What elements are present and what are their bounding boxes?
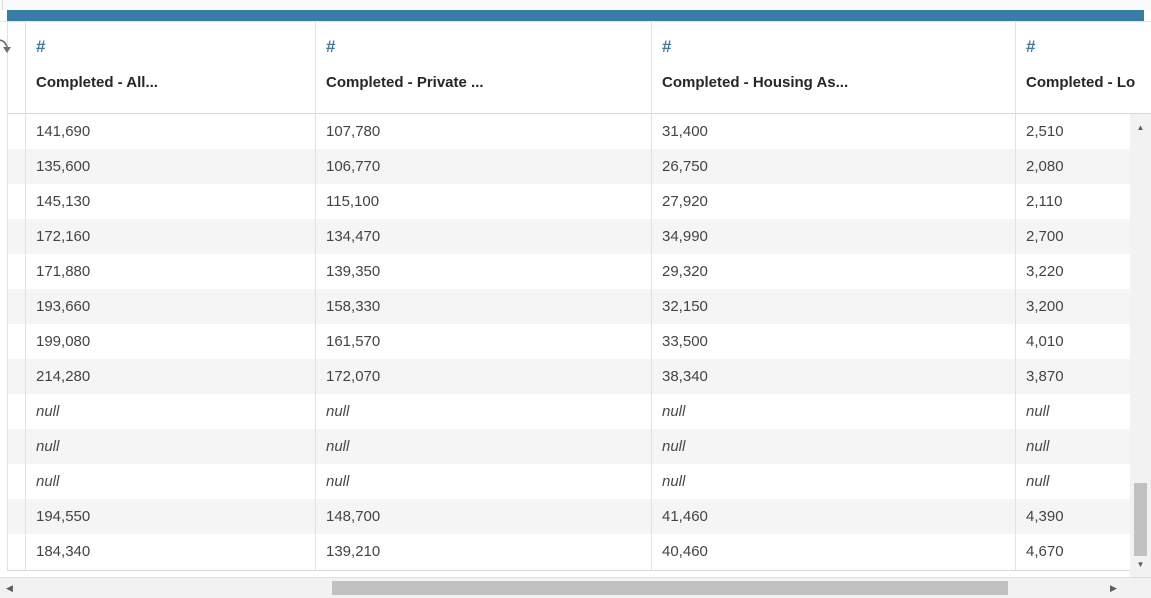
clipped-data-cell: [8, 184, 25, 219]
data-cell: null: [26, 429, 315, 464]
vertical-scrollbar[interactable]: ▲ ▼: [1130, 114, 1151, 577]
data-cell: 27,920: [652, 184, 1015, 219]
data-cell: null: [652, 394, 1015, 429]
data-cell: 40,460: [652, 534, 1015, 569]
column-2: # Completed - Private ... 107,780 106,770 11…: [315, 22, 651, 570]
data-cell: 106,770: [316, 149, 651, 184]
data-cell: 115,100: [316, 184, 651, 219]
column-label: Completed - Housing As...: [662, 74, 849, 91]
data-cell: 158,330: [316, 289, 651, 324]
data-cell: 172,160: [26, 219, 315, 254]
data-cell: null: [1016, 394, 1151, 429]
scroll-right-icon[interactable]: ▶: [1110, 583, 1117, 593]
clipped-column-header: [8, 22, 25, 114]
data-cell: 107,780: [316, 114, 651, 149]
header-top-divider: [0, 21, 1151, 22]
horizontal-scrollbar[interactable]: ◀ ▶: [0, 577, 1151, 598]
column-header[interactable]: # Completed - Housing As...: [652, 22, 1015, 114]
data-cell: 2,080: [1016, 149, 1151, 184]
column-3: # Completed - Housing As... 31,400 26,750 27…: [651, 22, 1015, 570]
data-cell: 4,670: [1016, 534, 1151, 569]
clipped-data-cell: [8, 289, 25, 324]
data-cell: null: [652, 429, 1015, 464]
data-cell: null: [1016, 429, 1151, 464]
data-cell: 148,700: [316, 499, 651, 534]
data-cell: 214,280: [26, 359, 315, 394]
data-cell: 26,750: [652, 149, 1015, 184]
column-label: Completed - Private ...: [326, 74, 484, 91]
data-cell: null: [1016, 464, 1151, 499]
number-type-icon[interactable]: #: [36, 37, 46, 56]
data-cell: 193,660: [26, 289, 315, 324]
data-cell: 2,110: [1016, 184, 1151, 219]
column-header[interactable]: # Completed - Lo: [1016, 22, 1151, 114]
data-cell: 38,340: [652, 359, 1015, 394]
vertical-scrollbar-thumb[interactable]: [1134, 483, 1147, 556]
column-4: # Completed - Lo 2,510 2,080 2,110 2,700 3,220…: [1015, 22, 1151, 570]
horizontal-scrollbar-thumb[interactable]: [332, 581, 1008, 595]
data-cell: 3,200: [1016, 289, 1151, 324]
data-cell: 31,400: [652, 114, 1015, 149]
clipped-data-cell: [8, 149, 25, 184]
data-cell: 184,340: [26, 534, 315, 569]
data-grid: # Completed - All... 141,690 135,600 145,130…: [7, 22, 1151, 571]
data-cell: null: [652, 464, 1015, 499]
column-label: Completed - All...: [36, 74, 158, 91]
data-cell: 199,080: [26, 324, 315, 359]
clipped-column-sliver: [7, 22, 25, 570]
clipped-data-cell: [8, 359, 25, 394]
clipped-data-cell: [8, 429, 25, 464]
scroll-left-icon[interactable]: ◀: [6, 583, 13, 593]
clipped-data-cell: [8, 219, 25, 254]
data-cell: null: [26, 464, 315, 499]
data-cell: null: [26, 394, 315, 429]
scroll-down-icon[interactable]: ▼: [1136, 560, 1145, 569]
data-cell: 34,990: [652, 219, 1015, 254]
data-cell: 4,010: [1016, 324, 1151, 359]
data-cell: 2,700: [1016, 219, 1151, 254]
top-strip: [0, 0, 1151, 10]
data-cell: 2,510: [1016, 114, 1151, 149]
header-highlight-bar: [7, 10, 1144, 21]
data-cell: 139,210: [316, 534, 651, 569]
data-cell: 3,870: [1016, 359, 1151, 394]
data-cell: 3,220: [1016, 254, 1151, 289]
data-cell: 141,690: [26, 114, 315, 149]
data-cell: 32,150: [652, 289, 1015, 324]
number-type-icon[interactable]: #: [1026, 37, 1036, 56]
data-cell: 171,880: [26, 254, 315, 289]
data-cell: 194,550: [26, 499, 315, 534]
top-strip-divider: [2, 0, 3, 10]
data-cell: 4,390: [1016, 499, 1151, 534]
data-cell: null: [316, 429, 651, 464]
data-cell: 145,130: [26, 184, 315, 219]
number-type-icon[interactable]: #: [326, 37, 336, 56]
data-cell: 41,460: [652, 499, 1015, 534]
data-cell: 29,320: [652, 254, 1015, 289]
data-cell: 172,070: [316, 359, 651, 394]
number-type-icon[interactable]: #: [662, 37, 672, 56]
clipped-data-cell: [8, 324, 25, 359]
data-cell: null: [316, 464, 651, 499]
data-cell: 161,570: [316, 324, 651, 359]
column-header[interactable]: # Completed - All...: [26, 22, 315, 114]
clipped-data-cell: [8, 464, 25, 499]
data-cell: 33,500: [652, 324, 1015, 359]
sort-icon[interactable]: [0, 36, 14, 58]
data-cell: null: [316, 394, 651, 429]
data-cell: 139,350: [316, 254, 651, 289]
clipped-data-cell: [8, 394, 25, 429]
clipped-data-cell: [8, 534, 25, 569]
data-cell: 134,470: [316, 219, 651, 254]
clipped-data-cell: [8, 254, 25, 289]
scroll-up-icon[interactable]: ▲: [1136, 123, 1145, 132]
column-label: Completed - Lo: [1026, 74, 1136, 91]
column-1: # Completed - All... 141,690 135,600 145,130…: [25, 22, 315, 570]
column-header[interactable]: # Completed - Private ...: [316, 22, 651, 114]
clipped-data-cell: [8, 499, 25, 534]
clipped-data-cell: [8, 114, 25, 149]
data-cell: 135,600: [26, 149, 315, 184]
